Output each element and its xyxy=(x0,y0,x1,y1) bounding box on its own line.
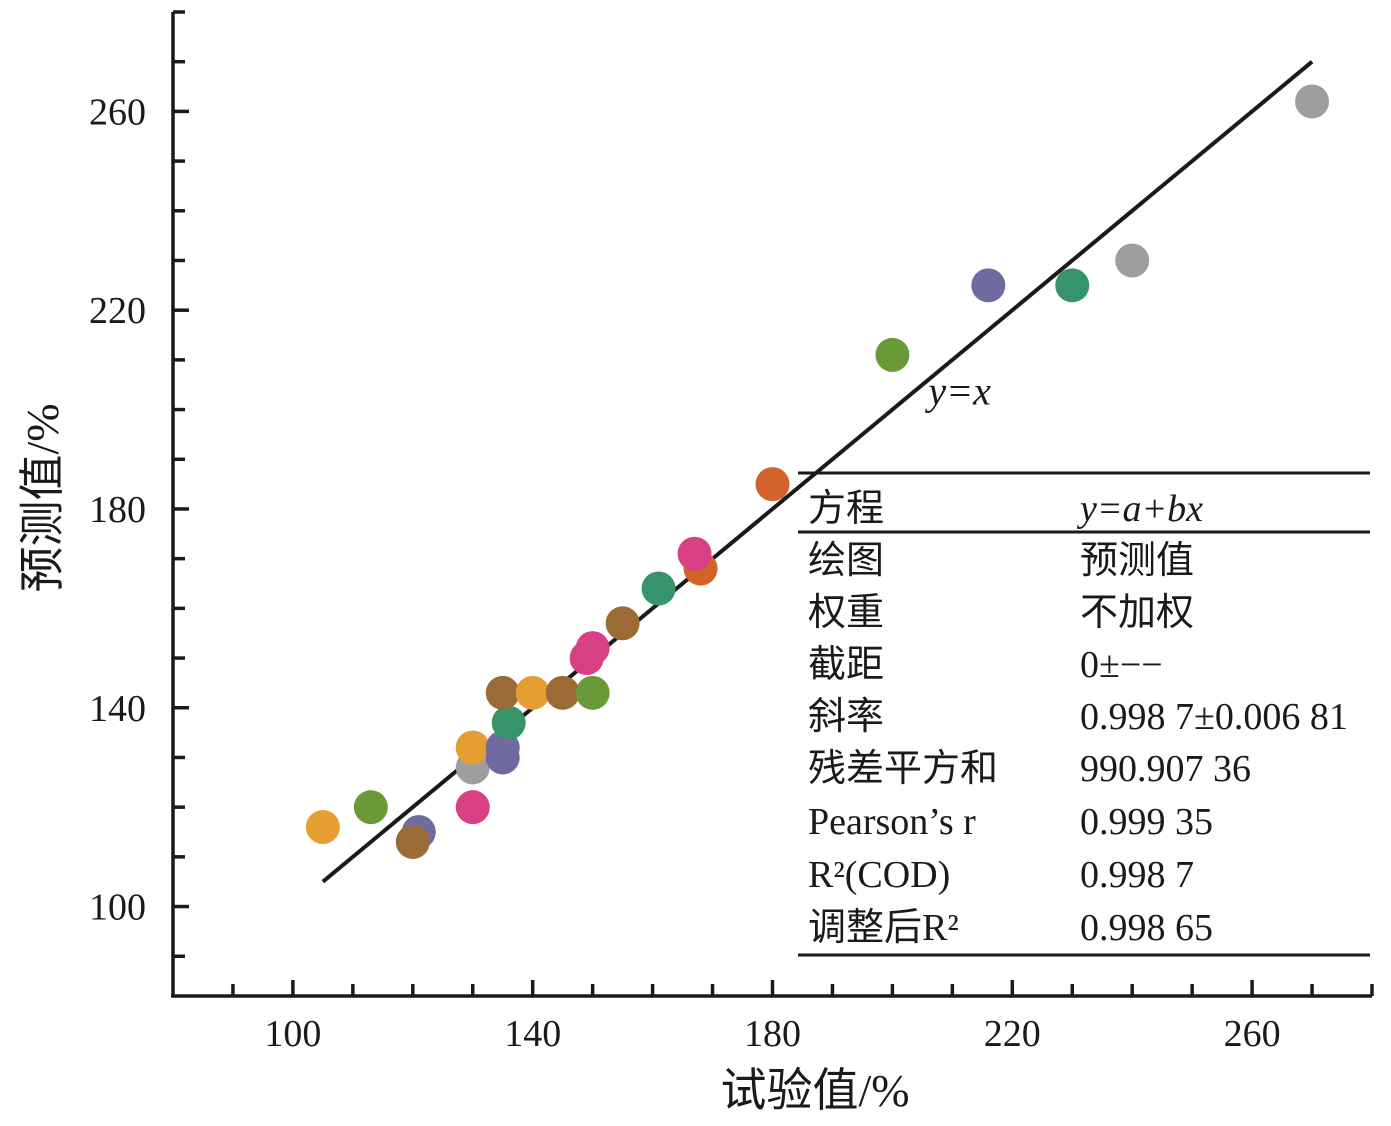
data-point xyxy=(875,337,910,372)
data-point xyxy=(485,675,520,710)
data-point xyxy=(575,631,610,666)
data-point xyxy=(575,675,610,710)
x-tick-label: 180 xyxy=(744,1013,801,1055)
stats-value-intercept: 0±−− xyxy=(1080,644,1163,686)
data-point xyxy=(455,790,490,825)
data-point xyxy=(1115,243,1150,278)
data-points xyxy=(305,84,1330,859)
stats-label-rss: 残差平方和 xyxy=(808,748,998,790)
data-point xyxy=(1295,84,1330,119)
x-axis-title: 试验值/% xyxy=(720,1065,909,1116)
stats-label-equation: 方程 xyxy=(808,488,884,530)
y-tick-labels: 100 140 180 220 260 xyxy=(89,91,146,928)
stats-label-adj-r2: 调整后R² xyxy=(808,907,959,949)
data-point xyxy=(1055,268,1090,303)
stats-value-pearson: 0.999 35 xyxy=(1080,801,1213,843)
stats-value-r2-cod: 0.998 7 xyxy=(1080,854,1194,896)
stats-value-slope: 0.998 7±0.006 81 xyxy=(1080,696,1348,738)
data-point xyxy=(605,606,640,641)
stats-label-pearson: Pearson’s r xyxy=(808,801,976,843)
data-point xyxy=(545,675,580,710)
data-point xyxy=(971,268,1006,303)
data-point xyxy=(641,571,676,606)
data-point xyxy=(515,675,550,710)
stats-label-intercept: 截距 xyxy=(808,644,884,686)
data-point xyxy=(755,467,790,502)
data-point xyxy=(455,730,490,765)
stats-table: 方程 y=a+bx 绘图 预测值 权重 不加权 截距 0±−− 斜率 0.998… xyxy=(798,471,1370,957)
x-tick-label: 260 xyxy=(1224,1013,1281,1055)
data-point xyxy=(395,824,430,859)
x-tick-label: 140 xyxy=(504,1013,561,1055)
data-point xyxy=(491,705,526,740)
stats-value-rss: 990.907 36 xyxy=(1080,748,1251,790)
stats-value-weight: 不加权 xyxy=(1080,592,1194,634)
y-ticks xyxy=(173,10,189,958)
stats-label-r2-cod: R²(COD) xyxy=(808,854,950,896)
data-point xyxy=(353,790,388,825)
stats-value-equation: y=a+bx xyxy=(1076,488,1203,530)
x-tick-labels: 100 140 180 220 260 xyxy=(264,1013,1280,1055)
stats-label-slope: 斜率 xyxy=(808,696,884,738)
data-point xyxy=(305,810,340,845)
x-tick-label: 220 xyxy=(984,1013,1041,1055)
x-ticks xyxy=(231,980,1374,996)
y-tick-label: 180 xyxy=(89,489,146,531)
stats-value-adj-r2: 0.998 65 xyxy=(1080,907,1213,949)
y-tick-label: 140 xyxy=(89,688,146,730)
y-tick-label: 220 xyxy=(89,290,146,332)
x-tick-label: 100 xyxy=(264,1013,321,1055)
data-point xyxy=(677,536,712,571)
y-tick-label: 260 xyxy=(89,91,146,133)
fit-line-annotation: y=x xyxy=(924,369,991,414)
stats-value-plot: 预测值 xyxy=(1080,540,1194,582)
stats-label-weight: 权重 xyxy=(808,592,884,634)
stats-label-plot: 绘图 xyxy=(808,540,884,582)
y-tick-label: 100 xyxy=(89,887,146,929)
y-axis-title: 预测值/% xyxy=(17,403,68,592)
